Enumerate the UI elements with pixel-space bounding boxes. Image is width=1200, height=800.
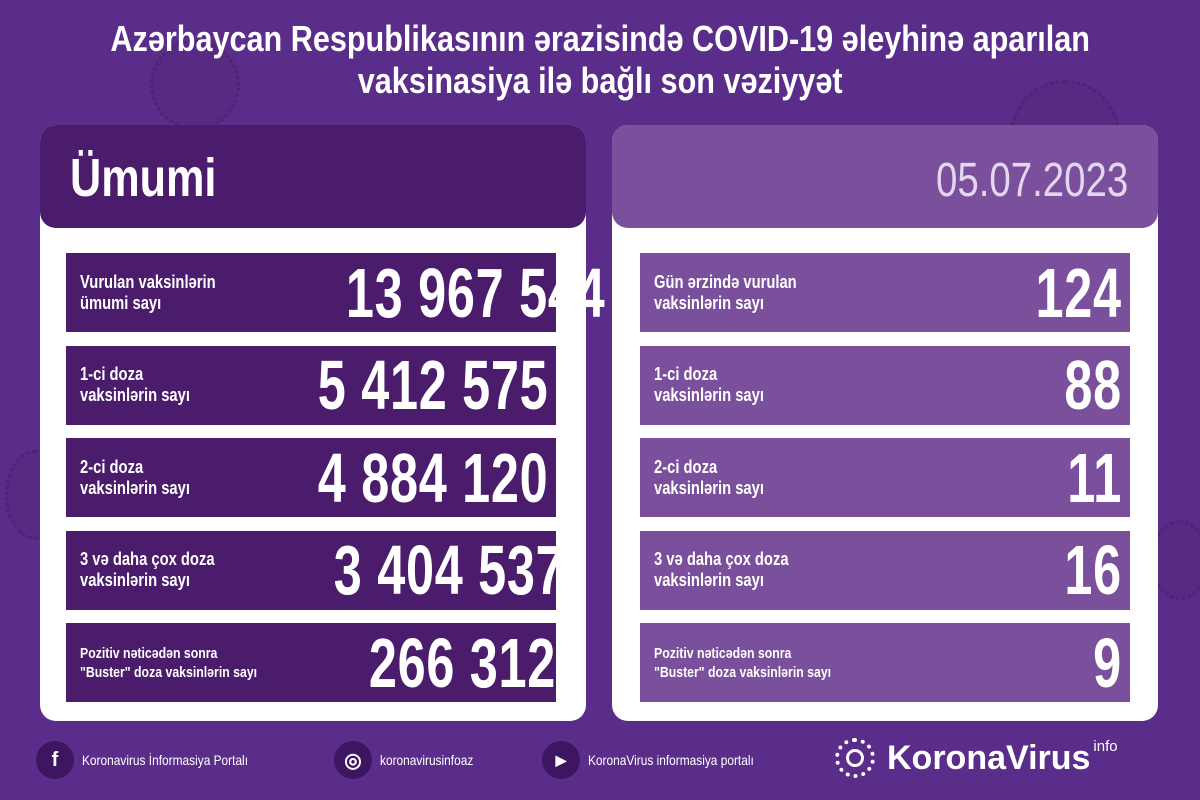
- row-label-line-2: "Buster" doza vaksinlərin sayı: [80, 663, 258, 681]
- total-row: 1-ci doza vaksinlərin sayı 5 412 575: [66, 345, 556, 425]
- virus-decoration: [150, 40, 240, 130]
- row-label: 1-ci doza vaksinlərin sayı: [654, 364, 764, 406]
- brand-name: KoronaVirus: [887, 738, 1091, 777]
- row-label: 3 və daha çox doza vaksinlərin sayı: [80, 549, 215, 591]
- virus-decoration: [1150, 520, 1200, 600]
- row-label-line-1: Gün ərzində vurulan: [654, 271, 797, 292]
- row-value: 3 404 537: [333, 531, 565, 609]
- youtube-text: KoronaVirus informasiya portalı: [588, 752, 754, 768]
- row-label-line-1: 1-ci doza: [654, 364, 718, 384]
- title-line-2: vaksinasiya ilə bağlı son vəziyyət: [357, 60, 843, 101]
- row-label: 2-ci doza vaksinlərin sayı: [654, 457, 764, 499]
- total-row: Pozitiv nəticədən sonra "Buster" doza vak…: [66, 623, 556, 702]
- daily-header: 05.07.2023: [612, 125, 1158, 228]
- daily-row: Pozitiv nəticədən sonra "Buster" doza vak…: [640, 623, 1130, 702]
- total-heading: Ümumi: [70, 148, 217, 208]
- row-label-line-2: vaksinlərin sayı: [654, 385, 764, 405]
- instagram-icon: ◎: [334, 741, 372, 779]
- row-value: 9: [1093, 623, 1122, 702]
- footer: f Koronavirus İnformasiya Portalı ◎ koro…: [36, 735, 805, 785]
- sun-logo-icon: [835, 738, 875, 778]
- total-row: Vurulan vaksinlərin ümumi sayı 13 967 544: [66, 253, 605, 332]
- daily-row: 1-ci doza vaksinlərin sayı 88: [640, 345, 1130, 425]
- row-label: 3 və daha çox doza vaksinlərin sayı: [654, 549, 789, 591]
- total-panel: Ümumi Vurulan vaksinlərin ümumi sayı 13 96…: [40, 125, 605, 721]
- row-label-line-1: 2-ci doza: [654, 456, 718, 477]
- row-label: 2-ci doza vaksinlərin sayı: [80, 457, 190, 499]
- facebook-icon: f: [36, 741, 74, 779]
- row-value: 124: [1035, 253, 1122, 332]
- total-row: 2-ci doza vaksinlərin sayı 4 884 120: [66, 438, 556, 517]
- row-label-line-2: vaksinlərin sayı: [80, 570, 190, 590]
- youtube-icon: ▶: [542, 741, 580, 779]
- facebook-text: Koronavirus İnformasiya Portalı: [82, 752, 249, 768]
- facebook-link[interactable]: f Koronavirus İnformasiya Portalı: [36, 741, 312, 779]
- row-label-line-2: vaksinlərin sayı: [80, 477, 190, 498]
- row-value: 88: [1064, 346, 1122, 424]
- row-label-line-2: vaksinlərin sayı: [80, 385, 190, 405]
- row-label: Gün ərzində vurulan vaksinlərin sayı: [654, 272, 797, 314]
- row-label-line-2: vaksinlərin sayı: [654, 477, 764, 498]
- total-row: 3 və daha çox doza vaksinlərin sayı 3 404 …: [66, 530, 564, 610]
- youtube-link[interactable]: ▶ KoronaVirus informasiya portalı: [542, 741, 783, 779]
- row-label-line-1: 2-ci doza: [80, 456, 144, 477]
- page-title: Azərbaycan Respublikasının ərazisində CO…: [0, 18, 1200, 102]
- instagram-text: koronavirusinfoaz: [380, 752, 474, 768]
- total-header: Ümumi: [40, 125, 586, 228]
- row-label-line-1: 3 və daha çox doza: [654, 549, 789, 569]
- row-label-line-2: ümumi sayı: [80, 292, 162, 313]
- date-label: 05.07.2023: [935, 154, 1128, 207]
- row-label-line-1: Pozitiv nəticədən sonra: [80, 644, 218, 662]
- daily-row: 3 və daha çox doza vaksinlərin sayı 16: [640, 530, 1130, 610]
- row-label: 1-ci doza vaksinlərin sayı: [80, 364, 190, 406]
- row-value: 5 412 575: [317, 346, 548, 424]
- row-value: 4 884 120: [317, 438, 548, 517]
- row-label-line-2: vaksinlərin sayı: [654, 292, 764, 313]
- title-line-1: Azərbaycan Respublikasının ərazisində CO…: [110, 18, 1090, 59]
- row-label-line-2: "Buster" doza vaksinlərin sayı: [654, 663, 832, 681]
- daily-panel: 05.07.2023 Gün ərzində vurulan vaksinləri…: [612, 125, 1158, 721]
- row-label-line-1: Vurulan vaksinlərin: [80, 271, 216, 292]
- row-label: Pozitiv nəticədən sonra "Buster" doza vak…: [654, 644, 831, 682]
- row-value: 16: [1064, 531, 1122, 609]
- brand-suffix: info: [1093, 738, 1118, 755]
- row-label: Pozitiv nəticədən sonra "Buster" doza vak…: [80, 644, 257, 682]
- row-value: 13 967 544: [346, 253, 606, 332]
- daily-row: 2-ci doza vaksinlərin sayı 11: [640, 438, 1130, 517]
- row-value: 11: [1067, 438, 1122, 517]
- row-label-line-1: Pozitiv nəticədən sonra: [654, 644, 792, 662]
- brand-logo: KoronaVirus info: [835, 738, 1118, 778]
- instagram-link[interactable]: ◎ koronavirusinfoaz: [334, 741, 520, 779]
- row-label-line-2: vaksinlərin sayı: [654, 570, 764, 590]
- row-label: Vurulan vaksinlərin ümumi sayı: [80, 272, 216, 314]
- daily-row: Gün ərzində vurulan vaksinlərin sayı 124: [640, 253, 1130, 332]
- row-label-line-1: 3 və daha çox doza: [80, 549, 215, 569]
- row-label-line-1: 1-ci doza: [80, 364, 144, 384]
- row-value: 266 312: [368, 623, 557, 702]
